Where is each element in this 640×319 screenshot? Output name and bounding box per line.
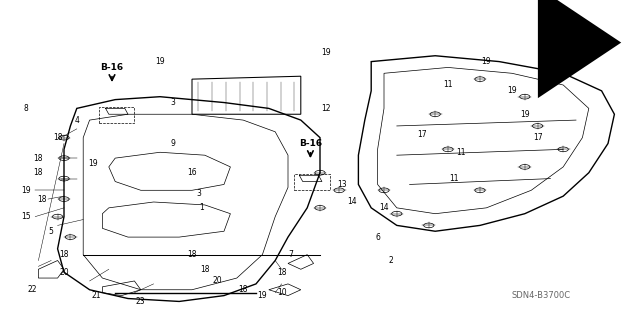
Text: 17: 17 <box>532 133 543 142</box>
Text: 15: 15 <box>20 212 31 221</box>
Text: 6: 6 <box>375 233 380 241</box>
Text: 18: 18 <box>277 268 286 277</box>
Text: 3: 3 <box>196 189 201 198</box>
Text: SDN4-B3700C: SDN4-B3700C <box>512 291 571 300</box>
Text: 7: 7 <box>289 250 294 259</box>
Text: 14: 14 <box>347 197 357 206</box>
Text: 19: 19 <box>520 110 530 119</box>
Text: 19: 19 <box>481 57 492 66</box>
Text: 9: 9 <box>170 139 175 148</box>
Text: 10: 10 <box>276 288 287 297</box>
Text: 16: 16 <box>187 168 197 177</box>
Text: 4: 4 <box>74 115 79 125</box>
Text: 19: 19 <box>321 48 332 57</box>
Text: 17: 17 <box>417 130 428 139</box>
Text: 20: 20 <box>212 277 223 286</box>
Text: 19: 19 <box>20 186 31 195</box>
Text: B-16: B-16 <box>100 63 124 72</box>
Text: 11: 11 <box>456 148 465 157</box>
Text: FR.: FR. <box>556 38 573 48</box>
Text: 21: 21 <box>92 291 100 300</box>
Text: 19: 19 <box>155 57 165 66</box>
Text: 18: 18 <box>37 195 46 204</box>
Text: 18: 18 <box>200 265 209 274</box>
Text: 18: 18 <box>34 154 43 163</box>
Text: 20: 20 <box>59 268 69 277</box>
Text: 1: 1 <box>199 203 204 212</box>
Text: 22: 22 <box>28 285 36 294</box>
Text: 18: 18 <box>34 168 43 177</box>
Text: 11: 11 <box>444 80 452 90</box>
Text: 8: 8 <box>23 104 28 113</box>
Text: 19: 19 <box>88 160 98 168</box>
Text: 19: 19 <box>558 63 568 72</box>
Text: 19: 19 <box>257 291 268 300</box>
Text: 2: 2 <box>388 256 393 265</box>
Text: 3: 3 <box>170 98 175 107</box>
Text: 23: 23 <box>136 297 146 306</box>
Text: 14: 14 <box>379 203 389 212</box>
Text: 11: 11 <box>450 174 459 183</box>
Text: 18: 18 <box>188 250 196 259</box>
Text: 18: 18 <box>60 250 68 259</box>
Text: 18: 18 <box>239 285 248 294</box>
Text: 5: 5 <box>49 227 54 236</box>
Text: 13: 13 <box>337 180 348 189</box>
Text: 12: 12 <box>322 104 331 113</box>
Text: 19: 19 <box>507 86 517 95</box>
Text: B-16: B-16 <box>299 139 322 148</box>
Text: 18: 18 <box>53 133 62 142</box>
